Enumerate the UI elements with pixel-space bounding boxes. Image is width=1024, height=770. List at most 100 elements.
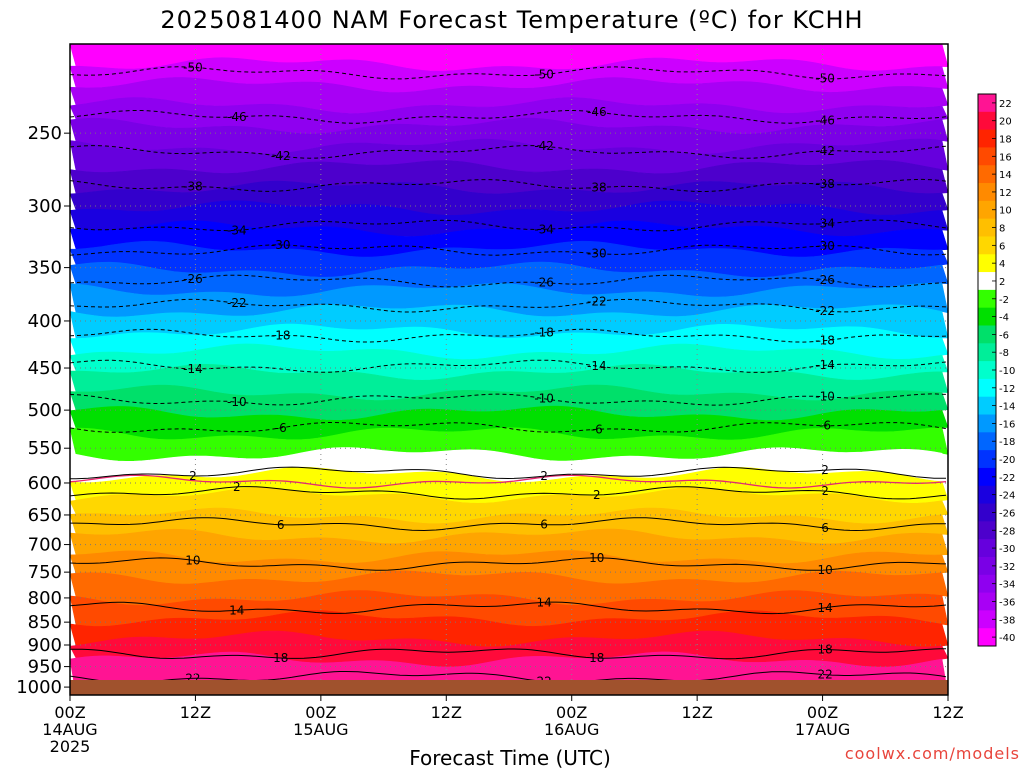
contour-label: -18: [271, 328, 291, 342]
contour-label: -50: [183, 60, 203, 74]
contour-label: -42: [534, 139, 554, 153]
contour-label: -26: [815, 273, 835, 287]
colorbar-swatch: [978, 592, 996, 611]
contour-label: -46: [815, 113, 835, 127]
colorbar-swatch: [978, 111, 996, 131]
contour-label: 2: [189, 469, 197, 483]
pressure-tick-label: 650: [28, 505, 62, 526]
contour-line: [69, 486, 947, 500]
contour-label: -46: [587, 105, 607, 119]
contour-label: 2: [540, 469, 548, 483]
colorbar-label: -26: [999, 508, 1015, 519]
pressure-tick-label: 600: [28, 473, 62, 494]
colorbar-swatch: [978, 307, 996, 326]
colorbar-swatch: [978, 200, 996, 220]
colorbar-swatch: [978, 450, 996, 469]
pressure-tick-label: 350: [28, 258, 62, 279]
colorbar-label: -24: [999, 491, 1015, 502]
contour-line: [70, 466, 946, 480]
colorbar-swatch: [978, 147, 996, 166]
contour-label: -46: [227, 110, 247, 124]
contour-label: 14: [817, 601, 832, 615]
colorbar-label: -40: [999, 633, 1015, 644]
colorbar-label: -32: [999, 562, 1015, 573]
contour-label: -30: [271, 238, 291, 252]
contour-label: -14: [815, 358, 835, 372]
time-tick-label: 15AUG: [293, 720, 348, 739]
contour-line: [69, 648, 947, 660]
colorbar-label: -4: [999, 313, 1009, 324]
time-tick-label: 14AUG: [42, 720, 97, 739]
pressure-tick-label: 950: [28, 657, 62, 678]
contour-label: -22: [587, 295, 607, 309]
contour-label: -10: [534, 392, 554, 406]
contour-label: -10: [227, 395, 247, 409]
plot-frame: [69, 43, 949, 696]
contour-label: -6: [819, 419, 831, 433]
time-tick-label: 12Z: [681, 703, 712, 722]
colorbar-label: 10: [999, 206, 1012, 217]
contour-label: -10: [815, 390, 835, 404]
colorbar-swatch: [978, 574, 996, 594]
x-axis-label: Forecast Time (UTC): [409, 746, 611, 770]
contour-label: -18: [815, 334, 835, 348]
colorbar-swatch: [978, 236, 996, 255]
time-tick-label: 12Z: [431, 703, 462, 722]
pressure-tick-label: 300: [28, 196, 62, 217]
source-credit: coolwx.com/models: [844, 744, 1020, 763]
colorbar-label: -34: [999, 580, 1015, 591]
contour-label: 14: [229, 603, 244, 617]
contour-label: 22: [817, 668, 832, 682]
colorbar-swatch: [978, 165, 996, 184]
time-tick-label: 00Z: [305, 703, 336, 722]
ground-strip: [70, 680, 948, 695]
colorbar-label: -20: [999, 455, 1015, 466]
colorbar-swatch: [978, 503, 996, 522]
contour-label: 10: [589, 551, 604, 565]
colorbar-swatch: [978, 218, 996, 237]
contour-label: 18: [589, 651, 604, 665]
contour-line: [70, 517, 947, 532]
colorbar-label: 22: [999, 99, 1012, 110]
time-tick-label: 00Z: [54, 703, 85, 722]
colorbar-swatch: [978, 325, 996, 344]
contour-label: 10: [185, 553, 200, 567]
colorbar-label: -8: [999, 348, 1009, 359]
colorbar-swatch: [978, 610, 996, 629]
colorbar-label: 4: [999, 259, 1005, 270]
contour-label: -14: [183, 362, 203, 376]
contour-label: -30: [815, 239, 835, 253]
contour-label: -6: [275, 421, 287, 435]
pressure-tick-label: 750: [28, 562, 62, 583]
pressure-axis: 2503003504004505005506006507007508008509…: [16, 123, 70, 698]
time-tick-label: 16AUG: [544, 720, 599, 739]
colorbar-label: 18: [999, 135, 1012, 146]
time-tick-label: 12Z: [180, 703, 211, 722]
colorbar-swatch: [978, 289, 996, 309]
colorbar-swatch: [978, 129, 996, 148]
colorbar-label: 20: [999, 117, 1012, 128]
colorbar-swatch: [978, 254, 996, 273]
colorbar-label: -30: [999, 544, 1015, 555]
colorbar-swatch: [978, 556, 996, 576]
color-scale: 22 20 18 16 14 12 10 8 6 4 2 -2 -4 -6 -8 -10 -12 -14 -16 -1…: [977, 93, 1015, 647]
contour-label: 6: [540, 518, 548, 532]
colorbar-label: -2: [999, 295, 1009, 306]
colorbar-label: -18: [999, 437, 1015, 448]
contour-line: [69, 557, 947, 571]
freezing-line: [69, 474, 947, 489]
colorbar-label: -6: [999, 330, 1009, 341]
contour-label: -26: [534, 276, 554, 290]
contour-label: -38: [587, 181, 607, 195]
contour-label: -22: [227, 296, 247, 310]
colorbar-label: 12: [999, 188, 1012, 199]
contour-line: [69, 601, 947, 615]
colorbar-swatch: [978, 467, 996, 487]
contour-lines: -50 -50 -50 -46 -46 -46 -42 -42 -42 -38 -38 -38 -34 -…: [69, 60, 947, 689]
colorbar-label: -28: [999, 526, 1015, 537]
contour-label: -30: [587, 247, 607, 261]
temperature-field: [69, 43, 949, 696]
contour-label: -38: [183, 180, 203, 194]
pressure-tick-label: 450: [28, 358, 62, 379]
